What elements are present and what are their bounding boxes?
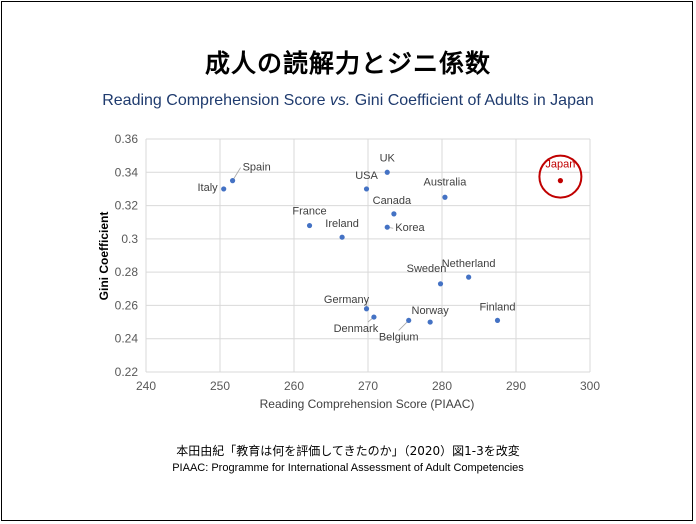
subtitle-part-2: Gini Coefficient of Adults in Japan [350, 92, 594, 109]
data-label-finland: Finland [479, 301, 515, 313]
data-point-ireland [339, 234, 345, 240]
source-citation-jp: 本田由紀「教育は何を評価してきたのか」（2020）図1-3を改変 [176, 444, 520, 458]
data-point-finland [494, 317, 501, 324]
label-leader-lines [232, 167, 409, 331]
data-label-uk: UK [380, 152, 396, 164]
y-tick-label: 0.32 [115, 199, 139, 213]
y-axis-label: Gini Coefficient [97, 212, 111, 301]
data-point-netherland [466, 274, 472, 280]
data-points [221, 154, 583, 325]
x-tick-label: 250 [210, 379, 230, 393]
x-tick-label: 300 [580, 379, 600, 393]
data-label-ireland: Ireland [325, 218, 359, 230]
highlight-circle [538, 154, 583, 199]
data-label-spain: Spain [243, 162, 271, 174]
slide-title: 成人の読解力とジニ係数 [204, 49, 491, 78]
data-point-italy [221, 186, 227, 192]
data-point-usa [363, 186, 370, 192]
chart-gridlines [145, 138, 591, 373]
data-label-sweden: Sweden [407, 263, 447, 275]
data-point-belgium [406, 317, 412, 324]
data-label-italy: Italy [198, 182, 219, 194]
y-tick-label: 0.34 [115, 165, 139, 179]
data-point-denmark [371, 314, 377, 320]
subtitle-part-1: Reading Comprehension Score [102, 92, 330, 109]
y-tick-label: 0.3 [121, 232, 138, 246]
data-point-uk [384, 169, 390, 175]
x-axis-ticks: 240 250 260 270 280 290 300 [136, 379, 600, 393]
data-label-france: France [292, 206, 326, 218]
slide-subtitle: Reading Comprehension Score vs. Gini Coe… [0, 92, 696, 110]
data-point-sweden [437, 281, 444, 287]
data-point-japan [557, 178, 564, 184]
data-label-canada: Canada [373, 195, 412, 207]
data-point-korea [384, 224, 390, 230]
x-tick-label: 270 [358, 379, 378, 393]
source-citation-en: PIAAC: Programme for International Asses… [172, 462, 524, 474]
data-point-france [306, 222, 313, 229]
data-point-canada [391, 211, 397, 217]
y-tick-label: 0.36 [115, 132, 139, 146]
data-label-belgium: Belgium [379, 331, 419, 343]
x-tick-label: 280 [432, 379, 452, 393]
subtitle-vs: vs. [329, 92, 351, 109]
y-tick-label: 0.28 [115, 265, 139, 279]
data-label-netherland: Netherland [442, 258, 496, 270]
y-tick-label: 0.24 [115, 332, 139, 346]
y-tick-label: 0.22 [115, 365, 139, 379]
data-label-japan: Japan [545, 159, 575, 171]
data-point-norway [427, 319, 433, 325]
data-point-spain [229, 178, 236, 184]
y-axis-ticks: 0.22 0.24 0.26 0.28 0.3 0.32 0.34 0.36 [115, 132, 139, 379]
x-axis-label: Reading Comprehension Score (PIAAC) [260, 397, 475, 411]
data-point-australia [442, 194, 448, 200]
data-label-norway: Norway [412, 305, 450, 317]
data-label-germany: Germany [324, 294, 370, 306]
data-point-germany [363, 306, 370, 312]
x-tick-label: 260 [284, 379, 304, 393]
data-labels: Japan Finland Netherland Australia Sweden Nor… [198, 152, 576, 343]
data-label-usa: USA [355, 170, 378, 182]
x-tick-label: 290 [506, 379, 526, 393]
y-tick-label: 0.26 [115, 298, 139, 312]
data-label-denmark: Denmark [334, 323, 379, 335]
data-label-korea: Korea [395, 222, 425, 234]
data-label-australia: Australia [424, 176, 468, 188]
x-tick-label: 240 [136, 379, 156, 393]
